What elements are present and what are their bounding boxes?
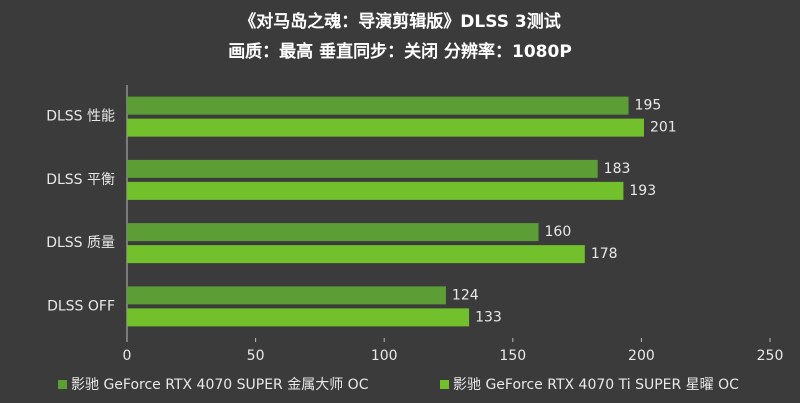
legend-label: 影驰 GeForce RTX 4070 SUPER 金属大师 OC xyxy=(71,377,369,393)
y-tick-label: DLSS OFF xyxy=(47,298,115,314)
chart-title: 《对马岛之魂：导演剪辑版》DLSS 3测试 xyxy=(239,11,560,32)
x-tick-label: 250 xyxy=(757,348,784,364)
y-tick-label: DLSS 质量 xyxy=(46,235,115,251)
bar xyxy=(127,118,644,137)
value-label: 183 xyxy=(604,161,631,177)
bar xyxy=(127,223,539,242)
legend-swatch xyxy=(58,380,67,389)
bar xyxy=(127,286,446,305)
value-label: 133 xyxy=(475,309,502,325)
value-label: 178 xyxy=(591,246,618,262)
y-tick-label: DLSS 性能 xyxy=(46,109,115,125)
x-tick-label: 50 xyxy=(247,348,265,364)
bar xyxy=(127,96,629,115)
x-tick-label: 100 xyxy=(371,348,398,364)
bar xyxy=(127,181,624,200)
bar xyxy=(127,308,470,327)
value-label: 124 xyxy=(452,287,479,303)
legend-label: 影驰 GeForce RTX 4070 Ti SUPER 星曜 OC xyxy=(453,377,739,393)
chart-subtitle: 画质：最高 垂直同步：关闭 分辨率：1080P xyxy=(228,41,572,62)
value-label: 160 xyxy=(545,224,572,240)
value-label: 195 xyxy=(635,98,662,114)
x-tick-label: 150 xyxy=(499,348,526,364)
y-tick-label: DLSS 平衡 xyxy=(46,172,115,188)
bar xyxy=(127,159,598,178)
value-label: 201 xyxy=(650,120,677,136)
bar xyxy=(127,245,585,264)
x-tick-label: 0 xyxy=(123,348,132,364)
value-label: 193 xyxy=(629,183,656,199)
legend-swatch xyxy=(440,380,449,389)
x-tick-label: 200 xyxy=(628,348,655,364)
